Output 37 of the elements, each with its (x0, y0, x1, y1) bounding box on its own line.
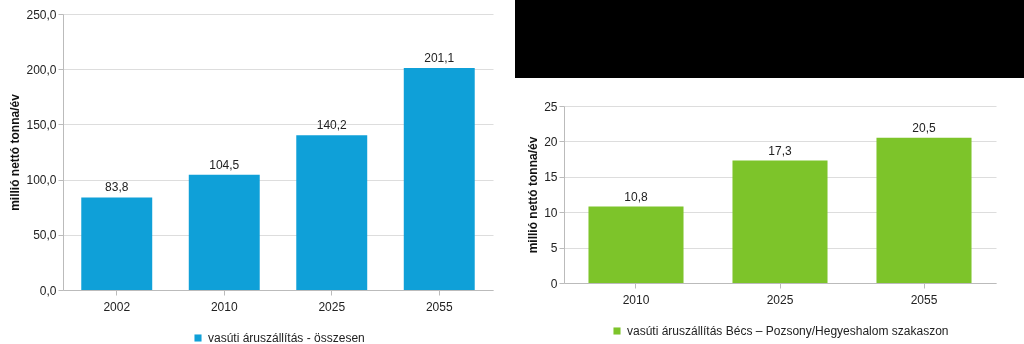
text: 104,5 (209, 157, 240, 172)
y-tick-label: 10 (544, 205, 558, 220)
y-tick-label: 250,0 (26, 7, 57, 22)
x-tick-label: 2025 (318, 299, 346, 314)
bar (876, 137, 972, 283)
y-axis-title: millió nettó tonna/év (526, 136, 541, 254)
y-tick-label: 200,0 (26, 62, 57, 77)
legend-label: vasúti áruszállítás Bécs – Pozsony/Hegyeshalom szakaszon (627, 324, 949, 338)
y-tick-label: 150,0 (26, 117, 57, 132)
x-tick-label: 2055 (425, 299, 453, 314)
text: 17,3 (768, 143, 792, 158)
y-tick-label: 100,0 (26, 173, 57, 188)
bar (403, 67, 475, 290)
y-tick-label: 5 (550, 241, 558, 256)
text: 201,1 (424, 50, 455, 65)
y-axis-title: millió nettó tonna/év (8, 93, 23, 211)
bar (588, 206, 684, 283)
text: 83,8 (105, 180, 129, 195)
text: 20,5 (912, 120, 936, 135)
y-tick-label: 0 (550, 276, 558, 291)
y-tick-label: 50,0 (33, 228, 57, 243)
y-tick-label: 25 (544, 99, 558, 114)
legend-label: vasúti áruszállítás - összesen (208, 331, 365, 344)
text: 10,8 (624, 189, 648, 204)
x-tick-label: 2002 (103, 299, 131, 314)
bar (732, 160, 828, 283)
x-tick-label: 2010 (210, 299, 238, 314)
x-tick-label: 2010 (622, 292, 650, 307)
text: 140,2 (316, 118, 347, 133)
y-tick-label: 0,0 (39, 283, 57, 298)
y-tick-label: 15 (544, 170, 558, 185)
x-tick-label: 2025 (766, 292, 794, 307)
bar (188, 174, 260, 290)
bar (296, 135, 368, 290)
x-tick-label: 2055 (910, 292, 938, 307)
y-tick-label: 20 (544, 134, 558, 149)
bar (81, 197, 153, 290)
